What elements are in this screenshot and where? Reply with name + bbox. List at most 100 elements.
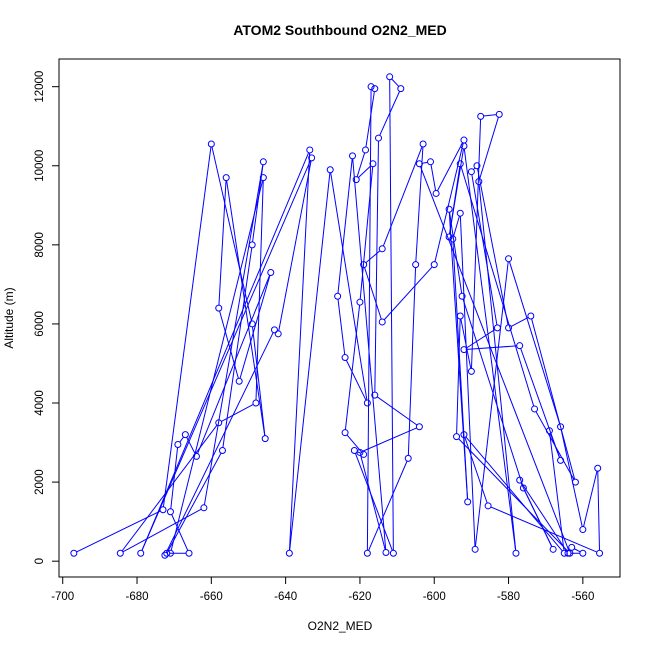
series-segment — [222, 247, 253, 448]
series-segment — [449, 212, 463, 294]
data-point — [445, 205, 453, 213]
data-point — [70, 549, 78, 557]
series-segment — [437, 142, 464, 192]
data-point — [493, 324, 501, 332]
data-point — [456, 209, 464, 217]
data-point — [484, 502, 492, 510]
data-point — [415, 423, 423, 431]
series-segment — [583, 471, 598, 527]
data-point — [505, 324, 513, 332]
series-segment — [141, 160, 311, 551]
series-segment — [419, 166, 570, 551]
data-point — [192, 452, 200, 460]
series-segment — [337, 299, 346, 355]
data-point — [453, 433, 461, 441]
data-point — [116, 549, 124, 557]
data-point — [367, 83, 375, 91]
data-point — [505, 255, 513, 263]
series-segment — [383, 266, 433, 321]
data-point — [460, 431, 468, 439]
series-segment — [460, 166, 535, 407]
series-segment — [560, 429, 583, 527]
series-segment — [364, 267, 382, 320]
series-segment — [471, 174, 498, 326]
series-segment — [362, 427, 417, 452]
data-point — [404, 454, 412, 462]
data-point — [378, 318, 386, 326]
data-point — [235, 377, 243, 385]
x-tick-label: -560 — [571, 591, 594, 603]
data-point — [579, 526, 587, 534]
series-segment — [179, 436, 184, 443]
series-segment — [466, 329, 496, 349]
y-tick-label: 8000 — [34, 232, 46, 258]
data-point — [445, 233, 453, 241]
data-point — [456, 160, 464, 168]
data-point — [350, 446, 358, 454]
series-segment — [422, 161, 428, 164]
plot-area — [58, 58, 621, 578]
y-tick-label: 4000 — [34, 390, 46, 416]
series-segment — [365, 91, 375, 148]
y-tick-label: 0 — [34, 558, 46, 564]
data-point — [564, 549, 572, 557]
x-axis-label: O2N2_MED — [308, 619, 373, 633]
data-point — [557, 456, 565, 464]
data-point — [378, 245, 386, 253]
data-point — [185, 549, 193, 557]
data-point — [352, 176, 360, 184]
data-point — [460, 346, 468, 354]
data-point — [473, 162, 481, 170]
data-point — [341, 429, 349, 437]
series-segment — [203, 164, 264, 505]
data-point — [531, 405, 539, 413]
data-point — [200, 504, 208, 512]
data-point — [527, 312, 535, 320]
data-point — [356, 298, 364, 306]
data-point — [571, 478, 579, 486]
data-point — [464, 498, 472, 506]
data-point — [369, 160, 377, 168]
series-segment — [520, 482, 567, 552]
series-segment — [382, 146, 423, 247]
x-tick-label: -600 — [423, 591, 446, 603]
series-segment — [121, 424, 218, 552]
data-point — [166, 508, 174, 516]
series-segment — [434, 142, 464, 262]
series-segment — [218, 180, 227, 306]
series-segment — [448, 212, 468, 499]
data-point — [371, 391, 379, 399]
data-point — [430, 261, 438, 269]
data-point — [477, 112, 485, 120]
chart-title: ATOM2 Southbound O2N2_MED — [233, 22, 446, 38]
series-segment — [359, 166, 374, 300]
series-segment — [345, 360, 367, 401]
data-point — [326, 166, 334, 174]
series-segment — [171, 514, 189, 551]
data-point — [568, 543, 576, 551]
series-segment — [221, 403, 254, 422]
data-point — [174, 441, 182, 449]
series-segment — [255, 180, 264, 401]
series-segment — [219, 310, 239, 379]
data-point — [549, 545, 557, 553]
series-segment — [289, 172, 331, 551]
series-segment — [474, 261, 509, 547]
series-segment — [165, 332, 274, 553]
series-segment — [354, 453, 393, 551]
x-axis: -700 -680 -660 -640 -620 -600 -580 -560 — [51, 576, 594, 603]
series-segment — [167, 452, 222, 551]
data-point — [207, 140, 215, 148]
data-point — [495, 110, 503, 118]
series-segment — [211, 146, 253, 322]
data-point — [218, 446, 226, 454]
series-segment — [477, 168, 509, 326]
series-segment — [407, 267, 417, 456]
series-segment — [360, 455, 386, 550]
series-segment — [141, 152, 310, 551]
series-segment — [366, 89, 372, 551]
data-point — [248, 320, 256, 328]
data-point — [382, 548, 390, 556]
data-point — [362, 146, 370, 154]
